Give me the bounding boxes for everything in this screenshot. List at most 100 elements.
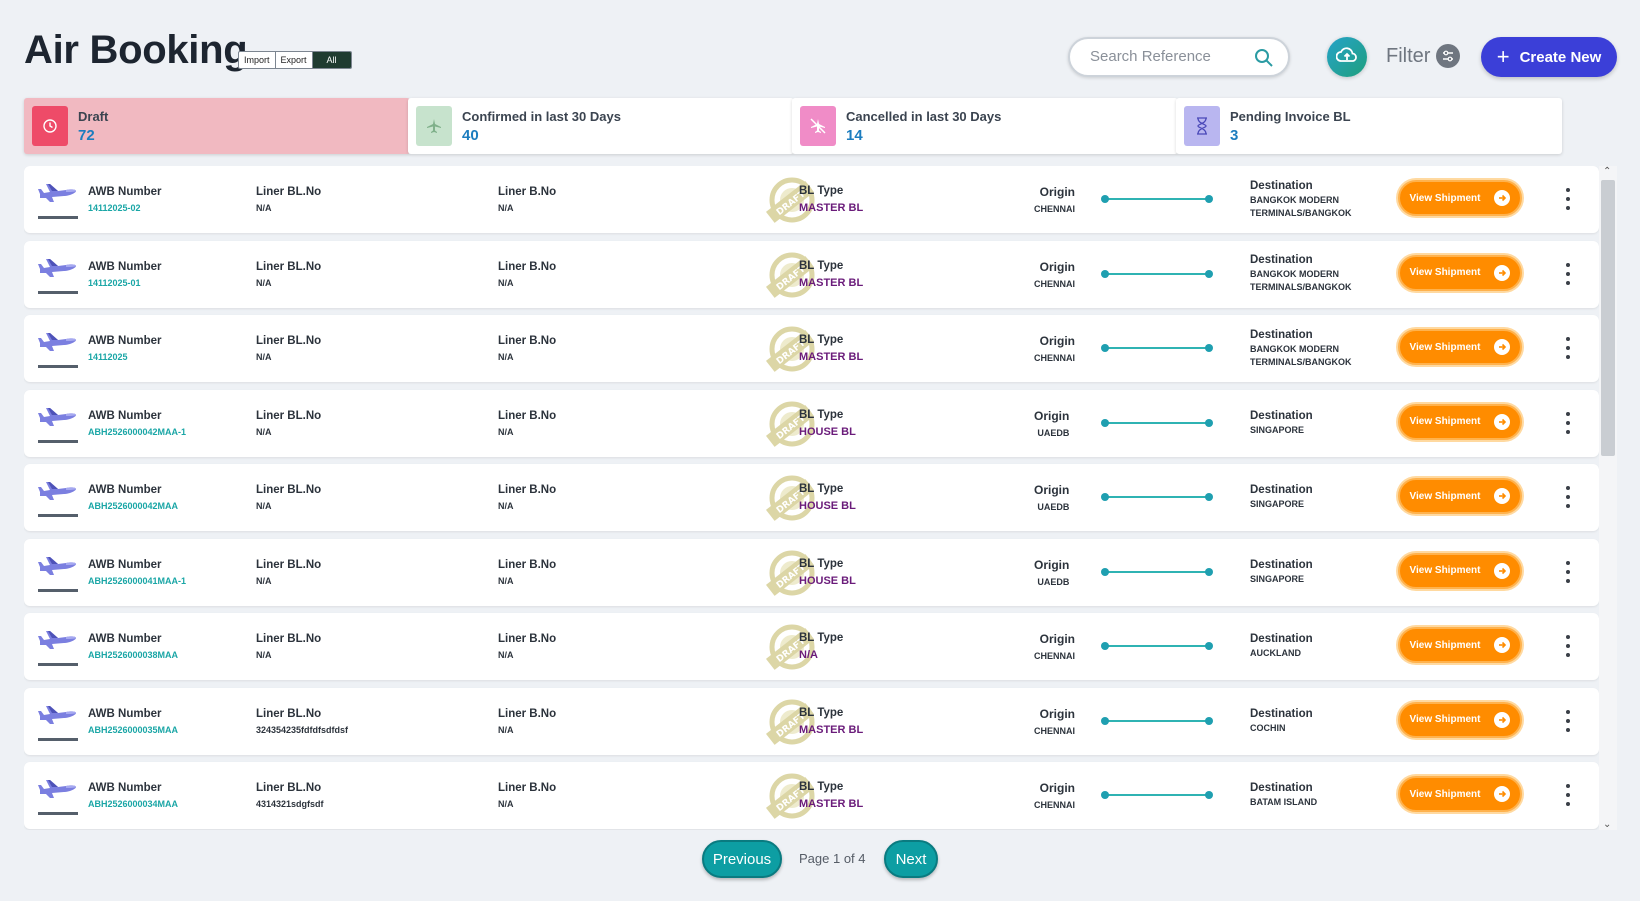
liner-b-column: Liner B.No N/A bbox=[498, 762, 556, 829]
card-cancelled[interactable]: Cancelled in last 30 Days 14 bbox=[792, 98, 1178, 154]
view-shipment-button[interactable]: View Shipment bbox=[1398, 329, 1522, 365]
card-confirmed[interactable]: Confirmed in last 30 Days 40 bbox=[408, 98, 794, 154]
booking-row[interactable]: AWB Number ABH2526000035MAA Liner BL.No … bbox=[24, 687, 1599, 755]
route-line bbox=[1101, 493, 1213, 501]
more-options-icon[interactable] bbox=[1564, 262, 1572, 285]
create-new-label: Create New bbox=[1519, 48, 1602, 66]
bl-type-value: MASTER BL bbox=[799, 202, 864, 214]
awb-number[interactable]: 14112025-02 bbox=[88, 203, 141, 213]
filter-label: Filter bbox=[1386, 44, 1431, 67]
booking-row[interactable]: AWB Number ABH2526000042MAA Liner BL.No … bbox=[24, 464, 1599, 531]
bl-type-label: BL Type bbox=[799, 185, 844, 197]
origin-column: Origin CHENNAI bbox=[1034, 688, 1075, 755]
search-input[interactable] bbox=[1090, 48, 1250, 65]
destination-column: Destination BANGKOK MODERN TERMINALS/BAN… bbox=[1250, 241, 1385, 308]
awb-label: AWB Number bbox=[88, 558, 162, 571]
more-options-icon[interactable] bbox=[1564, 709, 1572, 732]
booking-row[interactable]: AWB Number 14112025 Liner BL.No N/A Line… bbox=[24, 315, 1599, 382]
scroll-thumb[interactable] bbox=[1601, 180, 1615, 456]
view-shipment-button[interactable]: View Shipment bbox=[1398, 627, 1522, 663]
hourglass-icon bbox=[1184, 106, 1220, 146]
more-options-icon[interactable] bbox=[1564, 486, 1572, 508]
awb-number[interactable]: ABH2526000042MAA bbox=[88, 501, 179, 511]
booking-row[interactable]: AWB Number ABH2526000042MAA-1 Liner BL.N… bbox=[24, 389, 1599, 457]
bl-type-column: BL Type N/A bbox=[799, 613, 843, 680]
awb-number[interactable]: ABH2526000042MAA-1 bbox=[88, 426, 187, 437]
origin-column: Origin UAEDB bbox=[1034, 390, 1069, 457]
liner-b-label: Liner B.No bbox=[498, 409, 557, 422]
page-info: Page 1 of 4 bbox=[799, 851, 866, 866]
booking-row[interactable]: AWB Number ABH2526000034MAA Liner BL.No … bbox=[24, 762, 1599, 829]
more-options-icon[interactable] bbox=[1564, 411, 1572, 434]
view-shipment-button[interactable]: View Shipment bbox=[1398, 180, 1522, 216]
awb-number[interactable]: ABH2526000041MAA-1 bbox=[88, 575, 187, 586]
plane-underline bbox=[38, 588, 78, 592]
draft-stamp-icon: DRAFT bbox=[762, 545, 818, 601]
card-value: 72 bbox=[78, 126, 95, 144]
view-shipment-button[interactable]: View Shipment bbox=[1398, 776, 1522, 812]
scrollbar[interactable]: ⌃ ⌄ bbox=[1599, 166, 1617, 830]
airplane-icon bbox=[36, 553, 80, 588]
more-options-icon[interactable] bbox=[1564, 635, 1572, 657]
more-options-icon[interactable] bbox=[1564, 560, 1572, 583]
liner-b-value: N/A bbox=[498, 352, 514, 362]
route-line bbox=[1101, 791, 1213, 799]
cloud-upload-button[interactable] bbox=[1327, 37, 1367, 77]
view-shipment-button[interactable]: View Shipment bbox=[1398, 403, 1522, 440]
booking-row[interactable]: AWB Number ABH2526000041MAA-1 Liner BL.N… bbox=[24, 538, 1599, 606]
more-options-icon[interactable] bbox=[1564, 784, 1572, 806]
route-line bbox=[1101, 567, 1213, 576]
plane-underline bbox=[38, 514, 78, 517]
view-shipment-button[interactable]: View Shipment bbox=[1398, 552, 1522, 589]
view-shipment-button[interactable]: View Shipment bbox=[1398, 701, 1522, 738]
bl-type-value: N/A bbox=[799, 649, 818, 661]
destination-label: Destination bbox=[1250, 179, 1313, 192]
toggle-import[interactable]: Import bbox=[239, 52, 276, 68]
liner-b-column: Liner B.No N/A bbox=[498, 166, 556, 233]
plane-cancel-icon bbox=[800, 106, 836, 146]
destination-label: Destination bbox=[1250, 328, 1313, 341]
scroll-down-icon[interactable]: ⌄ bbox=[1603, 819, 1612, 830]
previous-button[interactable]: Previous bbox=[702, 840, 782, 878]
scroll-up-icon[interactable]: ⌃ bbox=[1603, 166, 1612, 177]
destination-label: Destination bbox=[1250, 633, 1313, 645]
booking-row[interactable]: AWB Number ABH2526000038MAA Liner BL.No … bbox=[24, 613, 1599, 680]
filter-button[interactable]: Filter bbox=[1386, 44, 1461, 68]
liner-b-value: N/A bbox=[498, 426, 514, 437]
awb-number[interactable]: ABH2526000034MAA bbox=[88, 799, 179, 809]
arrow-right-icon bbox=[1494, 413, 1511, 430]
plane-underline bbox=[38, 439, 78, 443]
awb-column: AWB Number ABH2526000034MAA bbox=[88, 762, 178, 829]
view-shipment-label: View Shipment bbox=[1409, 416, 1481, 427]
airplane-icon bbox=[36, 255, 80, 290]
liner-b-column: Liner B.No N/A bbox=[498, 390, 556, 457]
toggle-all[interactable]: All bbox=[312, 52, 351, 68]
origin-value: CHENNAI bbox=[1034, 651, 1076, 661]
destination-label: Destination bbox=[1250, 707, 1313, 720]
view-shipment-button[interactable]: View Shipment bbox=[1398, 478, 1522, 514]
card-draft[interactable]: Draft 72 bbox=[24, 98, 410, 154]
next-button[interactable]: Next bbox=[884, 840, 938, 878]
create-new-button[interactable]: + Create New bbox=[1481, 37, 1617, 77]
bl-type-column: BL Type MASTER BL bbox=[799, 762, 863, 829]
view-shipment-button[interactable]: View Shipment bbox=[1398, 254, 1522, 291]
more-options-icon[interactable] bbox=[1564, 188, 1572, 210]
search-icon[interactable] bbox=[1254, 48, 1274, 73]
route-line bbox=[1101, 269, 1213, 278]
destination-value: BANGKOK MODERN TERMINALS/BANGKOK bbox=[1250, 343, 1352, 367]
awb-number[interactable]: ABH2526000038MAA bbox=[88, 650, 179, 660]
bl-type-label: BL Type bbox=[799, 706, 844, 719]
liner-b-value: N/A bbox=[498, 203, 514, 213]
origin-label: Origin bbox=[1039, 632, 1076, 646]
awb-column: AWB Number ABH2526000035MAA bbox=[88, 688, 178, 755]
card-pending-invoice[interactable]: Pending Invoice BL 3 bbox=[1176, 98, 1562, 154]
toggle-export[interactable]: Export bbox=[276, 52, 313, 68]
awb-number[interactable]: 14112025 bbox=[88, 352, 128, 362]
bl-type-label: BL Type bbox=[799, 632, 844, 644]
awb-number[interactable]: ABH2526000035MAA bbox=[88, 724, 179, 735]
arrow-right-icon bbox=[1494, 786, 1511, 802]
more-options-icon[interactable] bbox=[1564, 337, 1572, 359]
awb-number[interactable]: 14112025-01 bbox=[88, 277, 141, 288]
booking-row[interactable]: AWB Number 14112025-02 Liner BL.No N/A L… bbox=[24, 166, 1599, 233]
booking-row[interactable]: AWB Number 14112025-01 Liner BL.No N/A L… bbox=[24, 240, 1599, 308]
